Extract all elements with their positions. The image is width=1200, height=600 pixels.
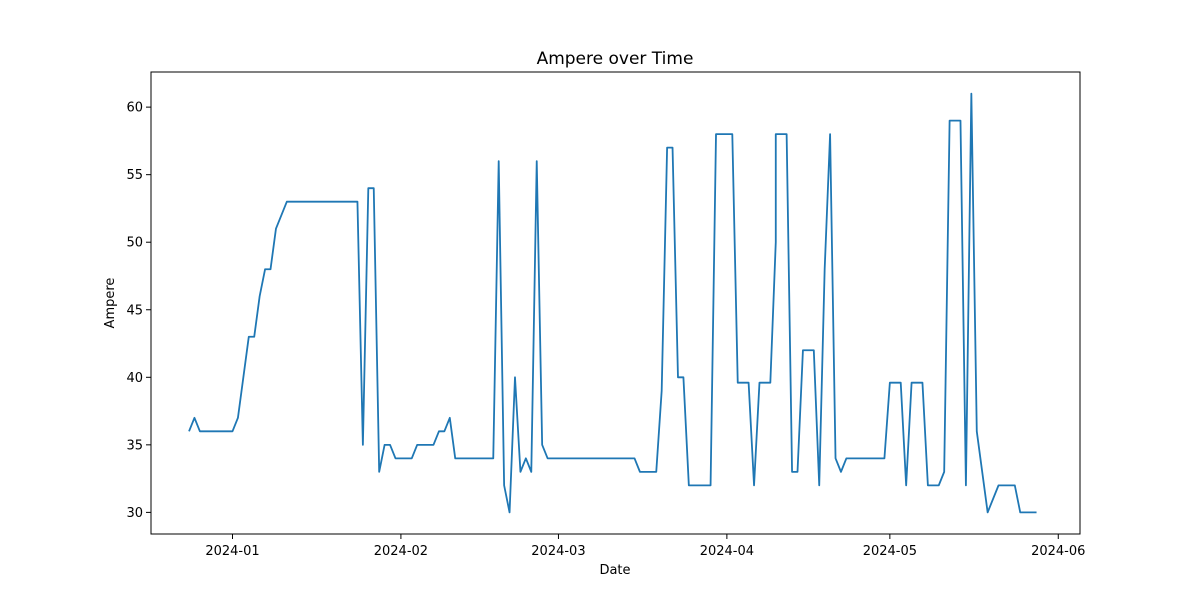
- chart-title: Ampere over Time: [537, 49, 694, 69]
- x-tick-label: 2024-04: [700, 544, 754, 559]
- y-tick-label: 55: [126, 168, 143, 183]
- y-axis-label: Ampere: [103, 278, 118, 329]
- x-tick-label: 2024-03: [531, 544, 585, 559]
- y-tick-label: 40: [126, 371, 143, 386]
- x-tick-label: 2024-05: [863, 544, 917, 559]
- x-tick-label: 2024-01: [205, 544, 259, 559]
- y-axis: 30 35 40 45 50 55 60: [126, 101, 151, 521]
- plot-frame: [150, 71, 1081, 535]
- y-tick-label: 45: [126, 303, 143, 318]
- x-axis-label: Date: [599, 563, 630, 578]
- x-axis: 2024-01 2024-02 2024-03 2024-04 2024-05 2024-…: [205, 534, 1085, 559]
- series-line-ampere: [188, 92, 1037, 514]
- y-tick-label: 35: [126, 438, 143, 453]
- x-tick-label: 2024-02: [374, 544, 428, 559]
- plot-area: [150, 71, 1081, 535]
- x-tick-label: 2024-06: [1031, 544, 1085, 559]
- y-tick-label: 60: [126, 101, 143, 116]
- y-tick-label: 30: [126, 506, 143, 521]
- y-tick-label: 50: [126, 236, 143, 251]
